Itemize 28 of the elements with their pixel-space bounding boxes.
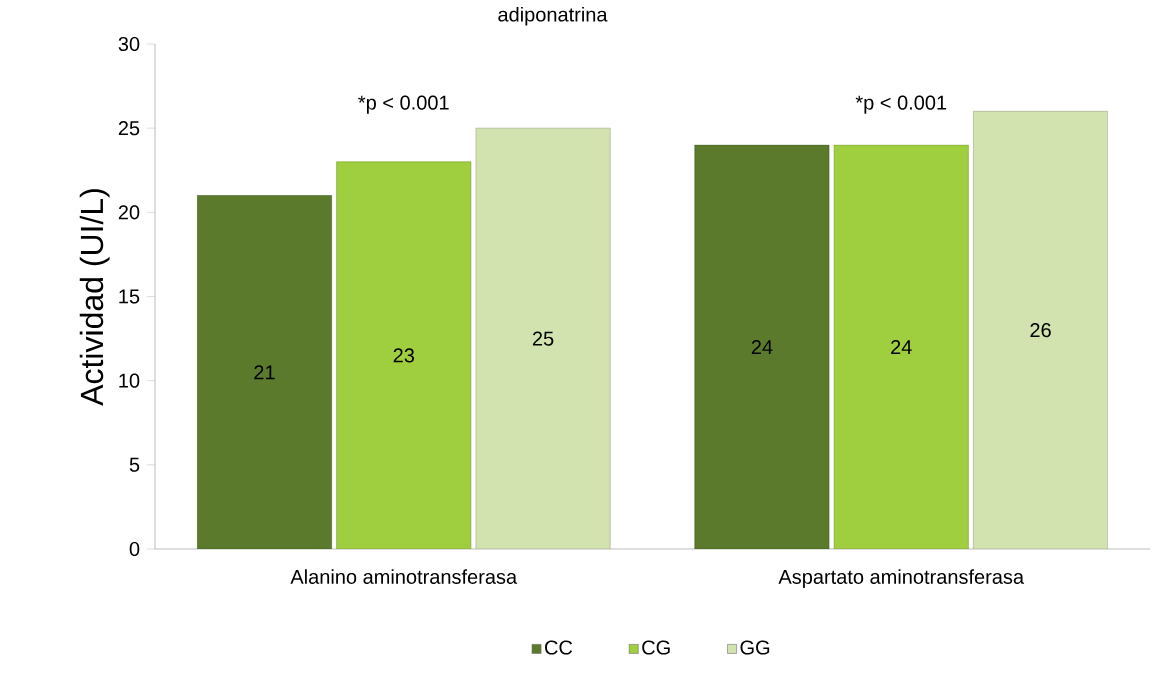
y-tick-label: 15 [119,289,140,304]
legend-label: CG [642,640,670,655]
bar [694,144,830,549]
chart-title: adiponatrina [498,6,608,26]
legend-label: CC [545,640,573,655]
y-tick-label: 10 [119,373,140,388]
data-label: 24 [751,340,773,354]
data-label: 26 [1030,323,1051,338]
data-label: 23 [393,348,414,363]
legend-label: GG [740,640,770,655]
annotation: *p < 0.001 [855,95,947,114]
y-tick-label: 30 [118,36,140,52]
bar [475,127,611,549]
bar [833,144,969,549]
x-tick-label: Aspartato aminotransferasa [778,569,1025,588]
data-label: 24 [891,340,912,354]
bar [197,195,332,549]
y-tick-label: 0 [129,541,140,557]
y-tick-label: 25 [118,121,140,136]
annotation: *p < 0.001 [358,95,449,114]
data-label: 25 [532,331,554,346]
x-tick-label: Alanino aminotransferasa [290,569,518,584]
y-axis-title: Actividad (UI/L) [79,189,110,406]
bar [336,161,472,549]
y-tick-label: 20 [118,205,140,220]
data-label: 21 [254,365,275,380]
bar [973,111,1108,549]
y-tick-label: 5 [129,457,140,472]
